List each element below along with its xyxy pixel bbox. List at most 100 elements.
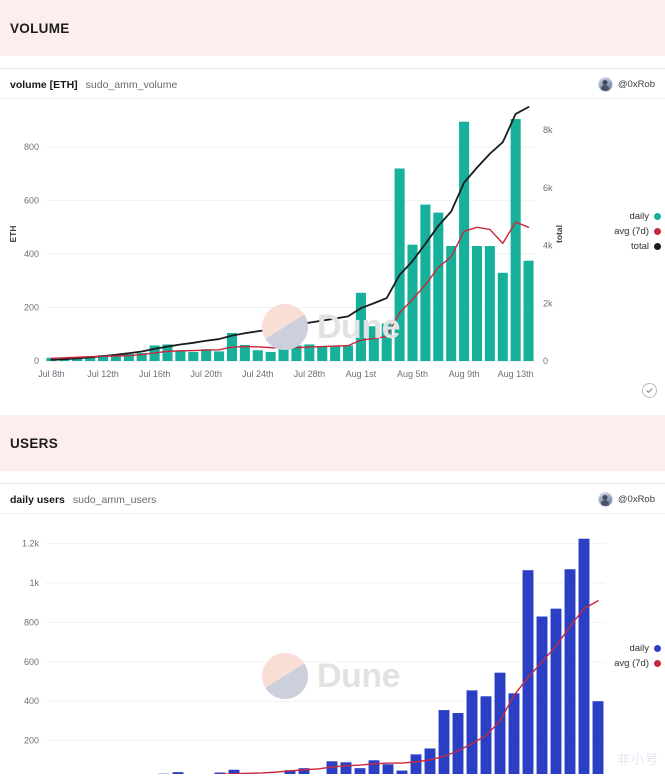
volume-bar[interactable] [201,349,211,361]
legend-swatch-icon [654,213,661,220]
volume-bar[interactable] [330,346,340,361]
users-bar[interactable] [565,569,576,774]
volume-xtick-label: Aug 1st [346,369,377,379]
volume-bar[interactable] [253,350,263,361]
volume-bar[interactable] [420,205,430,361]
volume-bar[interactable] [395,168,405,361]
users-bar[interactable] [383,764,394,774]
users-bar[interactable] [467,690,478,774]
volume-xtick-label: Jul 20th [190,369,222,379]
volume-bar[interactable] [511,119,521,361]
volume-bar[interactable] [369,326,379,361]
legend-item-daily[interactable]: daily [629,211,661,222]
volume-total-line[interactable] [51,107,528,360]
volume-bar[interactable] [266,352,276,361]
volume-bar[interactable] [343,345,353,361]
users-ytick-label: 400 [24,696,39,706]
check-circle-icon[interactable] [642,383,657,398]
users-query-name[interactable]: sudo_amm_users [73,494,156,506]
legend-item-daily[interactable]: daily [629,643,661,654]
volume-bar[interactable] [317,346,327,361]
volume-query-title: volume [ETH] [10,79,78,91]
users-ytick-label: 600 [24,657,39,667]
users-ytick-label: 800 [24,617,39,627]
section-header-users: USERS [0,415,665,471]
users-bar[interactable] [369,760,380,774]
users-chart-svg[interactable]: 200 400 600 800 1k 1.2k [0,514,665,774]
volume-y2-axis-title: total [554,225,564,243]
users-bar[interactable] [593,701,604,774]
volume-author-handle[interactable]: @0xRob [618,79,655,90]
volume-avg-7d--line[interactable] [51,222,528,358]
users-bar[interactable] [523,570,534,774]
users-author-handle[interactable]: @0xRob [618,494,655,505]
users-bar[interactable] [439,710,450,774]
users-ytick-label: 1k [29,578,39,588]
users-bar[interactable] [509,693,520,774]
volume-bar[interactable] [446,246,456,361]
volume-author[interactable]: @0xRob [598,77,655,92]
users-ytick-label: 1.2k [22,539,40,549]
volume-bar[interactable] [524,261,534,361]
legend-swatch-icon [654,645,661,652]
volume-xtick-label: Jul 12th [87,369,119,379]
author-avatar-icon [598,492,613,507]
volume-ytick-label: 200 [24,303,39,313]
users-bar[interactable] [495,673,506,774]
users-card-header: daily users sudo_amm_users @0xRob [0,484,665,514]
users-bar[interactable] [397,771,408,774]
legend-label: daily [629,211,649,222]
volume-bar[interactable] [459,122,469,361]
users-bar[interactable] [537,617,548,774]
users-query-title: daily users [10,494,65,506]
volume-y2tick-label: 4k [543,241,553,251]
volume-bar[interactable] [433,213,443,361]
volume-y-axis-title: ETH [8,226,18,243]
legend-item-total[interactable]: total [631,241,661,252]
legend-label: avg (7d) [614,658,649,669]
users-bar[interactable] [341,762,352,774]
volume-bar[interactable] [485,246,495,361]
users-bar[interactable] [355,768,366,774]
volume-bar[interactable] [214,351,224,361]
volume-ytick-label: 0 [34,356,39,366]
volume-bar[interactable] [188,352,198,361]
users-legend: daily avg (7d) [614,643,661,669]
section-spacer-1 [0,56,665,68]
volume-bar[interactable] [279,344,289,361]
volume-y2tick-label: 8k [543,125,553,135]
legend-label: avg (7d) [614,226,649,237]
volume-bar[interactable] [175,350,185,361]
users-bar[interactable] [551,609,562,774]
legend-item-avg-7d-[interactable]: avg (7d) [614,658,661,669]
users-bar[interactable] [173,772,184,774]
section-title-volume: VOLUME [10,21,70,36]
volume-card-header: volume [ETH] sudo_amm_volume @0xRob [0,69,665,99]
volume-bar[interactable] [472,246,482,361]
section-spacer-2 [0,471,665,483]
users-ytick-label: 200 [24,736,39,746]
volume-xtick-label: Jul 24th [242,369,274,379]
volume-bar[interactable] [498,273,508,361]
volume-xtick-label: Jul 16th [139,369,171,379]
users-bar[interactable] [453,713,464,774]
legend-label: daily [629,643,649,654]
users-author[interactable]: @0xRob [598,492,655,507]
author-avatar-icon [598,77,613,92]
users-bar[interactable] [411,754,422,774]
volume-bar[interactable] [356,293,366,361]
site-watermark: 非小号 [617,749,659,768]
legend-label: total [631,241,649,252]
users-bar[interactable] [579,539,590,774]
volume-xtick-label: Jul 28th [294,369,326,379]
legend-item-avg-7d-[interactable]: avg (7d) [614,226,661,237]
users-bar[interactable] [425,748,436,774]
volume-query-name[interactable]: sudo_amm_volume [86,79,178,91]
volume-y2tick-label: 2k [543,298,553,308]
volume-xtick-label: Aug 9th [449,369,480,379]
users-chart-card: daily users sudo_amm_users @0xRob Dune 2… [0,483,665,779]
volume-ytick-label: 800 [24,142,39,152]
